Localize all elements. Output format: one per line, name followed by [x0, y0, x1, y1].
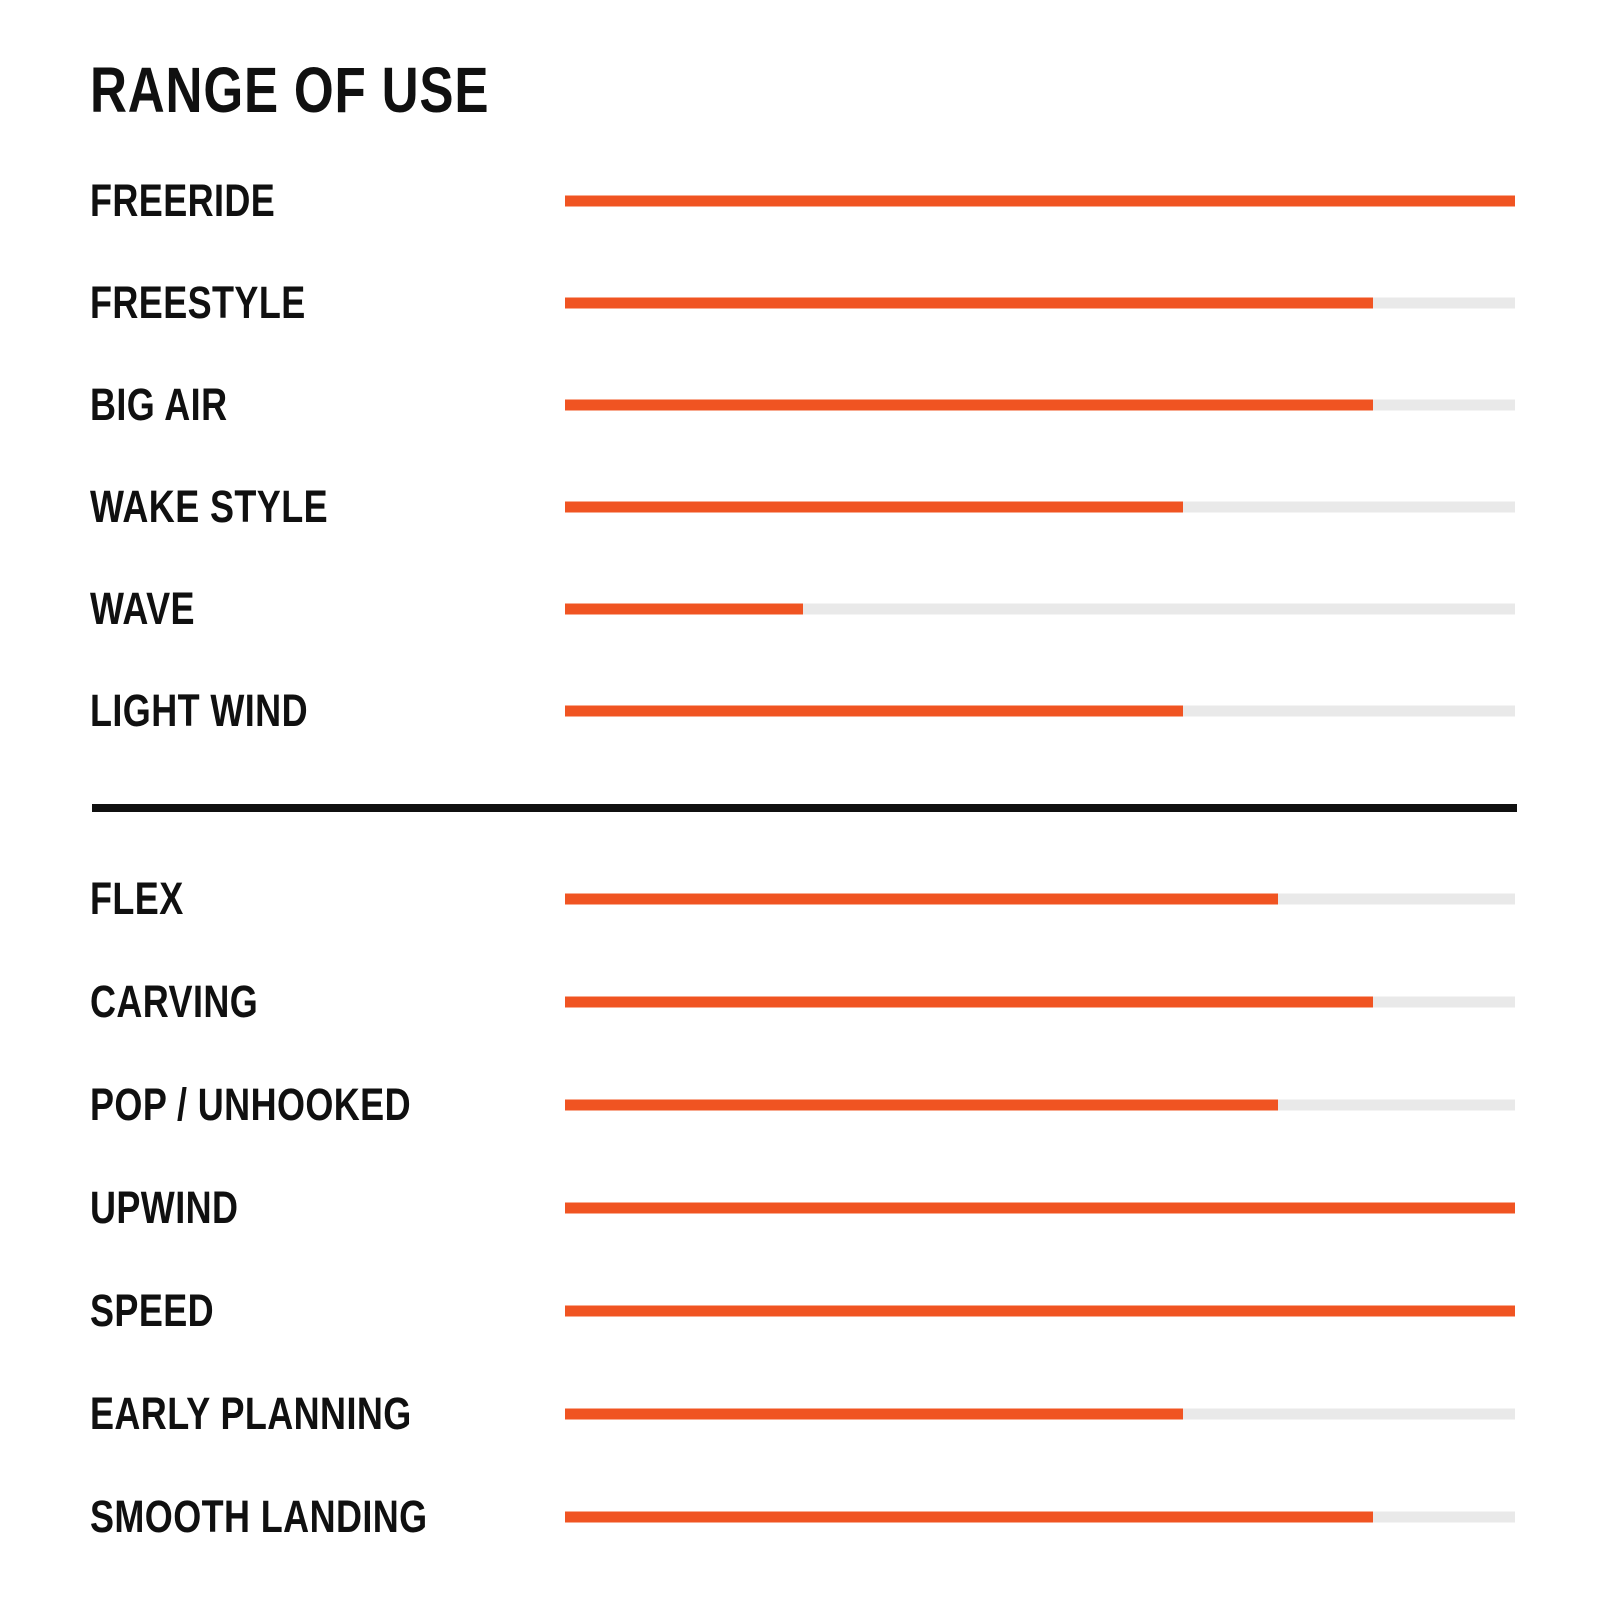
bar-track — [565, 893, 1515, 904]
row-label: SMOOTH LANDING — [90, 1490, 428, 1542]
bar-track — [565, 1202, 1515, 1213]
bar-track — [565, 195, 1515, 207]
chart-row: BIG AIR — [0, 354, 1600, 456]
bar-fill — [565, 996, 1373, 1007]
chart-row: CARVING — [0, 950, 1600, 1053]
row-label: FLEX — [90, 872, 184, 924]
chart-row: EARLY PLANNING — [0, 1362, 1600, 1465]
bar-fill — [565, 1408, 1183, 1419]
chart-row: FREERIDE — [0, 150, 1600, 252]
bar-track — [565, 603, 1515, 615]
chart-row: SPEED — [0, 1259, 1600, 1362]
bar-fill — [565, 195, 1515, 207]
row-label: POP / UNHOOKED — [90, 1078, 411, 1130]
row-label: WAKE STYLE — [90, 481, 329, 532]
chart-row: WAVE — [0, 558, 1600, 660]
bar-fill — [565, 1511, 1373, 1522]
chart-row: LIGHT WIND — [0, 660, 1600, 762]
page-title: RANGE OF USE — [90, 54, 490, 126]
bar-fill — [565, 705, 1183, 717]
section-range-of-use: FREERIDE FREESTYLE BIG AIR WAKE STYLE WAVE LI… — [0, 150, 1600, 762]
row-label: EARLY PLANNING — [90, 1387, 412, 1439]
bar-track — [565, 297, 1515, 309]
chart-row: WAKE STYLE — [0, 456, 1600, 558]
row-label: FREERIDE — [90, 175, 276, 226]
row-label: SPEED — [90, 1284, 215, 1336]
chart-row: FLEX — [0, 847, 1600, 950]
bar-track — [565, 705, 1515, 717]
bar-track — [565, 1099, 1515, 1110]
bar-track — [565, 501, 1515, 513]
row-label: BIG AIR — [90, 379, 228, 430]
bar-track — [565, 1408, 1515, 1419]
bar-track — [565, 399, 1515, 411]
chart-row: SMOOTH LANDING — [0, 1465, 1600, 1568]
bar-fill — [565, 399, 1373, 411]
section-divider — [92, 804, 1517, 812]
row-label: UPWIND — [90, 1181, 239, 1233]
bar-fill — [565, 603, 803, 615]
bar-track — [565, 1305, 1515, 1316]
chart-row: FREESTYLE — [0, 252, 1600, 354]
bar-fill — [565, 297, 1373, 309]
bar-fill — [565, 501, 1183, 513]
chart-row: POP / UNHOOKED — [0, 1053, 1600, 1156]
bar-fill — [565, 1305, 1515, 1316]
bar-track — [565, 996, 1515, 1007]
bar-fill — [565, 893, 1278, 904]
row-label: CARVING — [90, 975, 259, 1027]
section-board-characteristics: FLEX CARVING POP / UNHOOKED UPWIND SPEED EARL… — [0, 847, 1600, 1568]
row-label: FREESTYLE — [90, 277, 306, 328]
row-label: WAVE — [90, 583, 195, 634]
bar-fill — [565, 1099, 1278, 1110]
bar-track — [565, 1511, 1515, 1522]
chart-row: UPWIND — [0, 1156, 1600, 1259]
bar-fill — [565, 1202, 1515, 1213]
row-label: LIGHT WIND — [90, 685, 308, 736]
